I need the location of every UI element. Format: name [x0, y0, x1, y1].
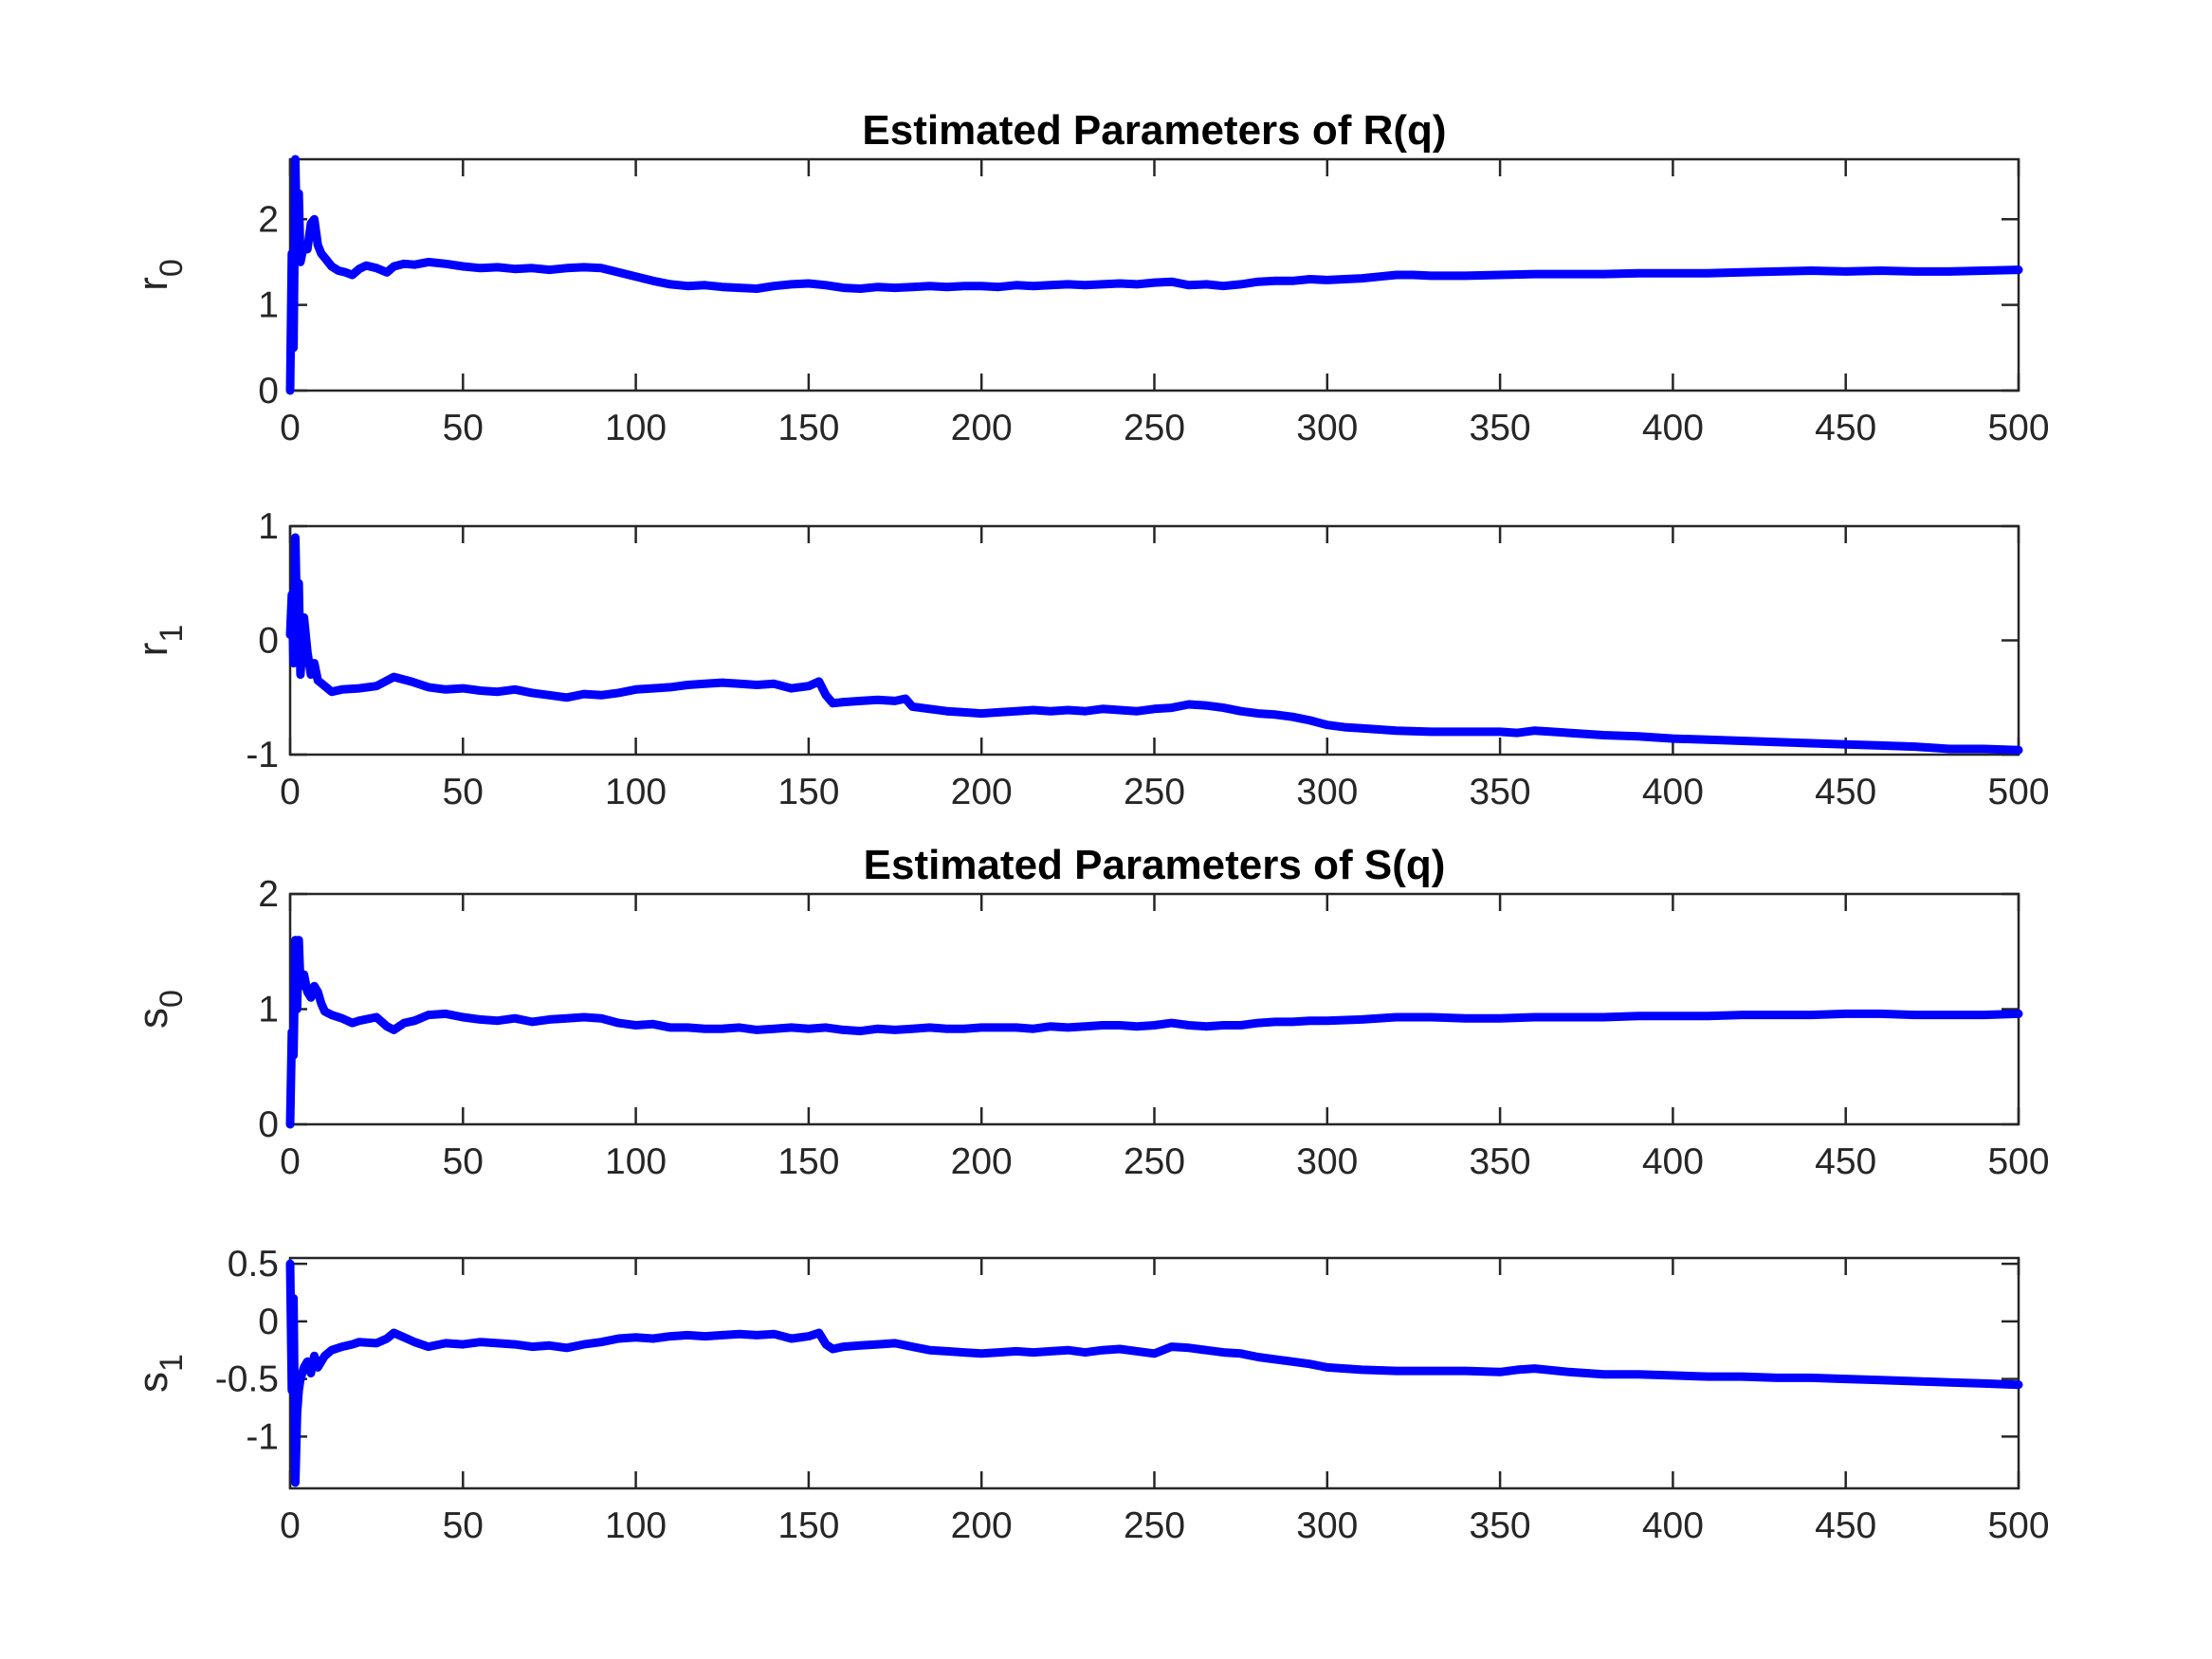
- y-tick-label: 0: [258, 1302, 279, 1342]
- x-tick-label: 0: [280, 1141, 301, 1182]
- x-tick-label: 400: [1642, 772, 1704, 812]
- x-tick-label: 250: [1124, 1505, 1185, 1546]
- y-axis-label-subscript: 1: [154, 625, 190, 643]
- x-tick-label: 200: [951, 1505, 1013, 1546]
- x-tick-label: 100: [605, 1505, 667, 1546]
- x-tick-label: 0: [280, 408, 301, 448]
- y-axis-label-subscript: 0: [154, 990, 190, 1008]
- y-axis-label-base: s: [130, 1008, 176, 1029]
- y-axis-label-base: r: [130, 277, 176, 291]
- series-line-1: [285, 155, 2023, 395]
- x-tick-label: 50: [443, 1141, 484, 1182]
- x-tick-label: 300: [1296, 408, 1358, 448]
- x-tick-label: 450: [1815, 772, 1876, 812]
- x-tick-label: 350: [1470, 1141, 1531, 1182]
- x-tick-label: 300: [1296, 772, 1358, 812]
- x-tick-label: 200: [951, 1141, 1013, 1182]
- x-tick-label: 0: [280, 1505, 301, 1546]
- y-tick-label: 1: [258, 506, 279, 547]
- x-tick-label: 300: [1296, 1141, 1358, 1182]
- x-tick-label: 100: [605, 772, 667, 812]
- x-tick-label: 200: [951, 408, 1013, 448]
- x-tick-label: 250: [1124, 408, 1185, 448]
- x-tick-label: 250: [1124, 1141, 1185, 1182]
- x-tick-label: 200: [951, 772, 1013, 812]
- subplot-3: 0 50 100 150 200 250 300 350 400 450 500012s0Estim…: [130, 842, 2050, 1182]
- y-axis-label-base: s: [130, 1372, 176, 1393]
- x-tick-label: 450: [1815, 1141, 1876, 1182]
- series-line-1: [285, 1259, 2023, 1487]
- x-tick-label: 500: [1987, 1141, 2049, 1182]
- y-tick-label: 0.5: [228, 1244, 279, 1285]
- x-tick-label: 350: [1470, 1505, 1531, 1546]
- y-tick-label: -1: [246, 735, 279, 775]
- chart-title: Estimated Parameters of S(q): [864, 842, 1446, 888]
- subplot-4: 0 50 100 150 200 250 300 350 400 450 500 -1 -0.5 0 0.5…: [130, 1244, 2050, 1546]
- y-tick-label: 0: [258, 371, 279, 411]
- x-tick-label: 0: [280, 772, 301, 812]
- x-tick-label: 50: [443, 1505, 484, 1546]
- x-tick-label: 350: [1470, 408, 1531, 448]
- y-tick-label: -0.5: [215, 1359, 279, 1400]
- y-tick-label: -1: [246, 1416, 279, 1457]
- y-tick-label: 0: [258, 621, 279, 662]
- series-line-1: [285, 936, 2023, 1129]
- y-tick-label: 2: [258, 874, 279, 915]
- x-tick-label: 500: [1987, 772, 2049, 812]
- plot-frame: [288, 524, 2020, 757]
- y-tick-label: 2: [258, 199, 279, 240]
- x-tick-label: 400: [1642, 408, 1704, 448]
- x-tick-label: 150: [777, 1505, 839, 1546]
- y-tick-label: 1: [258, 990, 279, 1030]
- plot-frame: [288, 892, 2020, 1126]
- y-axis-label: r0: [130, 259, 190, 291]
- x-tick-label: 150: [777, 772, 839, 812]
- chart-title: Estimated Parameters of R(q): [862, 107, 1446, 154]
- y-axis-label-subscript: 1: [154, 1354, 190, 1372]
- y-axis-label: s0: [130, 990, 190, 1029]
- x-tick-label: 150: [777, 408, 839, 448]
- x-tick-label: 500: [1987, 408, 2049, 448]
- x-tick-label: 100: [605, 1141, 667, 1182]
- x-tick-label: 150: [777, 1141, 839, 1182]
- x-tick-label: 50: [443, 772, 484, 812]
- x-tick-label: 400: [1642, 1141, 1704, 1182]
- y-tick-label: 0: [258, 1104, 279, 1145]
- x-tick-label: 500: [1987, 1505, 2049, 1546]
- y-axis-label: s1: [130, 1354, 190, 1393]
- series-line-1: [285, 533, 2023, 755]
- x-tick-label: 450: [1815, 408, 1876, 448]
- y-axis-label-subscript: 0: [154, 259, 190, 277]
- x-tick-label: 450: [1815, 1505, 1876, 1546]
- y-axis-label: r1: [130, 625, 190, 657]
- x-tick-label: 100: [605, 408, 667, 448]
- x-tick-label: 300: [1296, 1505, 1358, 1546]
- y-tick-label: 1: [258, 285, 279, 326]
- x-tick-label: 250: [1124, 772, 1185, 812]
- x-tick-label: 400: [1642, 1505, 1704, 1546]
- y-axis-label-base: r: [130, 643, 176, 657]
- x-tick-label: 50: [443, 408, 484, 448]
- x-tick-label: 350: [1470, 772, 1531, 812]
- axes-container: 0 50 100 150 200 250 300 350 400 450 500012r0Estim…: [130, 107, 2050, 1546]
- subplot-1: 0 50 100 150 200 250 300 350 400 450 500012r0Estim…: [130, 107, 2050, 448]
